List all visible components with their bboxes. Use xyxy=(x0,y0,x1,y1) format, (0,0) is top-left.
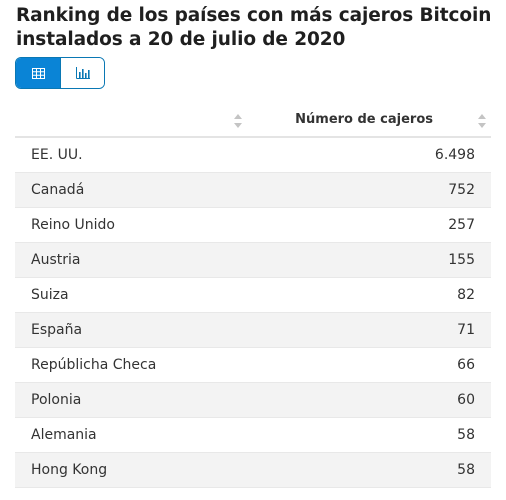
table-row: Polonia 60 xyxy=(15,383,491,418)
table-body: EE. UU. 6.498 Canadá 752 Reino Unido 257… xyxy=(15,138,491,488)
country-cell: Polonia xyxy=(31,392,82,408)
value-cell: 66 xyxy=(457,357,475,373)
value-cell: 58 xyxy=(457,462,475,478)
chart-view-button[interactable] xyxy=(60,58,104,88)
sort-icon[interactable] xyxy=(477,114,486,128)
country-cell: Hong Kong xyxy=(31,462,108,478)
country-cell: EE. UU. xyxy=(31,147,83,163)
page-title: Ranking de los países con más cajeros Bi… xyxy=(16,5,492,50)
value-cell: 257 xyxy=(448,217,475,233)
value-cell: 752 xyxy=(448,182,475,198)
bar-chart-icon xyxy=(75,67,90,79)
sort-icon[interactable] xyxy=(233,114,242,128)
value-column-header[interactable]: Número de cajeros xyxy=(245,103,491,136)
table-row: Repúblicha Checa 66 xyxy=(15,348,491,383)
table-row: EE. UU. 6.498 xyxy=(15,138,491,173)
table-row: Alemania 58 xyxy=(15,418,491,453)
country-cell: Reino Unido xyxy=(31,217,115,233)
country-cell: España xyxy=(31,322,83,338)
country-column-header[interactable] xyxy=(15,103,245,136)
view-toggle xyxy=(15,57,105,89)
table-header: Número de cajeros xyxy=(15,103,491,138)
country-cell: Repúblicha Checa xyxy=(31,357,157,373)
country-cell: Suiza xyxy=(31,287,69,303)
value-cell: 71 xyxy=(457,322,475,338)
value-cell: 58 xyxy=(457,427,475,443)
table-row: Suiza 82 xyxy=(15,278,491,313)
table-row: España 71 xyxy=(15,313,491,348)
data-table: Número de cajeros EE. UU. 6.498 Canadá 7… xyxy=(15,103,491,488)
value-cell: 155 xyxy=(448,252,475,268)
table-row: Canadá 752 xyxy=(15,173,491,208)
table-row: Austria 155 xyxy=(15,243,491,278)
value-column-label: Número de cajeros xyxy=(295,112,433,127)
table-view-button[interactable] xyxy=(16,58,60,88)
table-row: Reino Unido 257 xyxy=(15,208,491,243)
value-cell: 6.498 xyxy=(434,147,475,163)
table-icon xyxy=(31,67,45,79)
value-cell: 60 xyxy=(457,392,475,408)
country-cell: Canadá xyxy=(31,182,85,198)
table-row: Hong Kong 58 xyxy=(15,453,491,488)
country-cell: Alemania xyxy=(31,427,97,443)
country-cell: Austria xyxy=(31,252,81,268)
value-cell: 82 xyxy=(457,287,475,303)
